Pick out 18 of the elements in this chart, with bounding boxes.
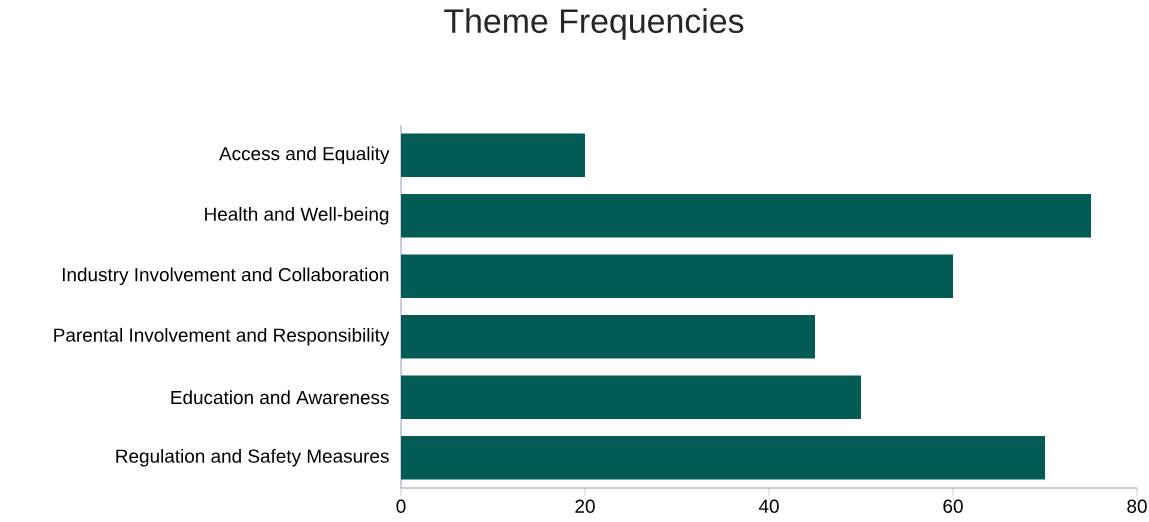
y-tick-label: Health and Well-being [205, 206, 389, 225]
x-tick-label: 60 [943, 499, 963, 513]
y-tick-label: Regulation and Safety Measures [116, 448, 389, 467]
y-tick-label: Education and Awareness [171, 390, 389, 405]
y-tick-label: Parental Involvement and Responsibility [54, 327, 390, 346]
x-tick-label: 80 [1127, 499, 1147, 513]
y-tick-label: Industry Involvement and Collaboration [62, 267, 389, 286]
bar [401, 193, 1092, 238]
bar [401, 375, 861, 420]
bar [401, 254, 953, 299]
bar [401, 314, 815, 359]
chart-title: Theme Frequencies [444, 8, 744, 40]
bar [401, 435, 1046, 480]
y-tick-label: Access and Equality [219, 146, 390, 165]
x-tick-label: 40 [758, 499, 779, 513]
x-tick-label: 20 [575, 499, 595, 513]
x-tick-label: 0 [396, 499, 406, 513]
bar [401, 133, 585, 178]
